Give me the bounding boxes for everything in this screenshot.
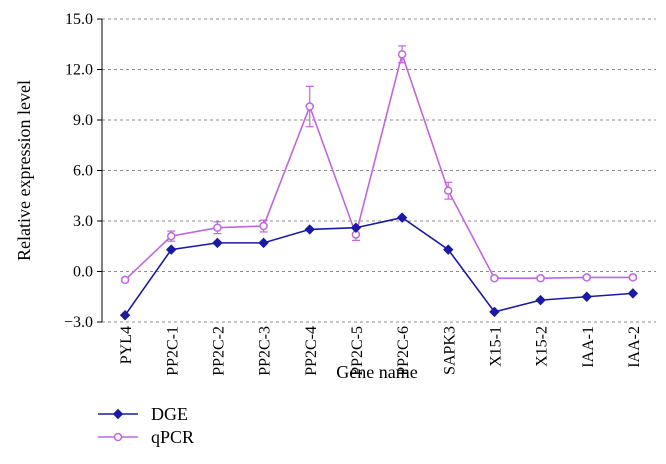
data-point-qpcr [444,186,453,195]
data-point-qpcr [167,231,176,241]
data-point-qpcr [397,50,407,59]
legend-item-dge: DGE [98,404,188,424]
data-point-dge [489,306,500,318]
data-point-qpcr [213,223,222,232]
x-tick-label: PP2C-5 [349,326,366,376]
y-tick-label: 9.0 [73,112,93,129]
y-axis-title: Relative expression level [14,80,34,261]
legend-item-qpcr: qPCR [98,427,194,447]
data-point-dge [304,224,315,235]
y-tick-labels: −3.0 0.0 3.0 6.0 9.0 12.0 15.0 [64,11,93,331]
y-tick-label: 12.0 [65,62,93,79]
data-point-dge [443,244,454,255]
data-point-qpcr [582,273,591,282]
series-line-dge [124,216,633,316]
data-point-dge [535,294,546,306]
x-tick-label: PP2C-4 [303,326,320,376]
x-tick-label: PP2C-6 [395,326,412,376]
data-point-dge [350,222,362,233]
legend-label: qPCR [151,427,194,447]
x-tick-label: IAA-1 [580,326,597,368]
data-point-dge [112,408,124,420]
x-tick-label: X15-1 [487,326,504,367]
grid-lines [97,18,656,323]
series-qpcr [120,45,638,285]
y-tick-label: 3.0 [73,213,93,230]
x-tick-labels: PYL4 PP2C-1 PP2C-2 PP2C-3 PP2C-4 PP2C-5 PP2C-6… [118,326,643,376]
x-tick-label: IAA-2 [626,326,643,368]
x-tick-label: X15-2 [534,326,551,367]
data-point-dge [212,237,223,249]
y-tick-label: 0.0 [73,264,93,281]
legend: DGE qPCR [98,404,194,447]
y-tick-label: −3.0 [64,314,93,331]
series-line-qpcr [124,51,633,281]
data-point-qpcr [628,273,638,282]
x-tick-label: PP2C-2 [210,326,227,376]
x-tick-label: PP2C-3 [257,326,274,376]
data-point-qpcr [120,275,130,285]
data-point-dge [119,310,131,321]
data-point-dge [166,244,177,255]
data-point-dge [581,291,592,302]
series [119,45,639,321]
series-dge [119,212,639,321]
x-tick-label: PYL4 [118,326,135,364]
data-point-qpcr [536,273,545,283]
x-axis-title: Gene name [336,362,417,382]
data-point-dge [258,237,269,249]
data-point-qpcr [490,273,499,283]
x-tick-label: SAPK3 [441,326,458,375]
data-point-qpcr [113,432,123,442]
data-point-qpcr [305,102,314,111]
x-tick-label: PP2C-1 [164,326,181,376]
legend-label: DGE [151,404,188,424]
data-point-qpcr [259,221,268,231]
data-point-dge [627,288,639,299]
y-tick-label: 15.0 [65,11,93,28]
data-point-dge [396,212,408,223]
y-tick-label: 6.0 [73,163,93,180]
